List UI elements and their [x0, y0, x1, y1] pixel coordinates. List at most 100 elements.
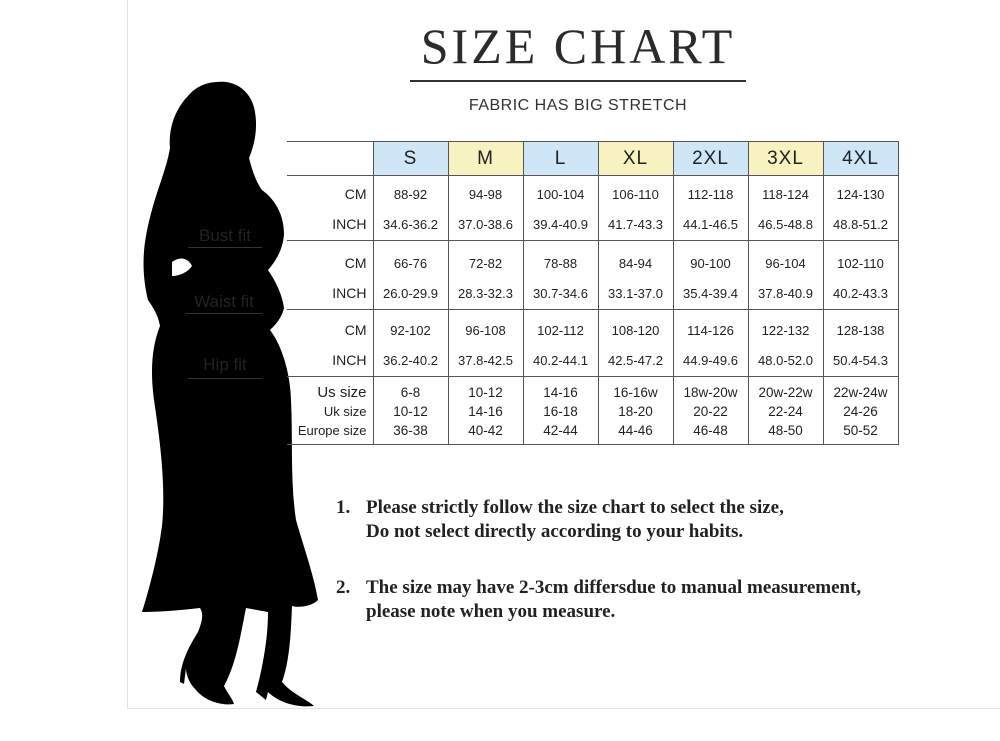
us-size-value: 14-16	[543, 385, 578, 400]
unit-label: CM	[344, 186, 367, 202]
table-cell: 100-104	[522, 175, 598, 202]
table-cell: 92-102	[372, 309, 448, 338]
note-line: Do not select directly according to your…	[366, 521, 744, 542]
note-number: 2.	[336, 577, 351, 598]
table-cell: 122-132	[747, 309, 823, 338]
page-title: SIZE CHART	[420, 18, 736, 74]
note-number: 1.	[336, 497, 351, 518]
table-cell: 40.2-43.3	[822, 271, 899, 310]
size-header-2xl: 2XL	[672, 141, 748, 176]
table-cell: 96-108	[447, 309, 523, 338]
europe-size-value: 48-50	[768, 423, 803, 438]
us-size-value: 10-12	[468, 385, 503, 400]
table-cell: 39.4-40.9	[522, 202, 598, 241]
table-cell: 84-94	[597, 240, 673, 271]
size-header-xl: XL	[597, 141, 673, 176]
europe-size-value: 36-38	[393, 423, 428, 438]
conversion-cell: 18w-20w 20-22 46-48	[672, 376, 748, 445]
uk-size-value: 24-26	[843, 404, 878, 419]
conversion-cell: 14-16 16-18 42-44	[522, 376, 598, 445]
note-line: please note when you measure.	[366, 601, 616, 622]
note-line: Please strictly follow the size chart to…	[366, 497, 784, 518]
uk-size-label: Uk size	[323, 404, 367, 419]
table-cell: 37.8-40.9	[747, 271, 823, 310]
conversion-cell: 20w-22w 22-24 48-50	[747, 376, 823, 445]
uk-size-value: 14-16	[468, 404, 503, 419]
conversion-cell: 22w-24w 24-26 50-52	[822, 376, 899, 445]
note-line: The size may have 2-3cm differsdue to ma…	[366, 577, 862, 598]
table-cell: 44.1-46.5	[672, 202, 748, 241]
table-cell: 128-138	[822, 309, 899, 338]
table-cell: 96-104	[747, 240, 823, 271]
table-cell: 35.4-39.4	[672, 271, 748, 310]
unit-label: INCH	[287, 202, 373, 241]
table-cell: 50.4-54.3	[822, 338, 899, 377]
unit-label: CM	[344, 255, 367, 271]
uk-size-value: 22-24	[768, 404, 803, 419]
conversion-cell: 16-16w 18-20 44-46	[597, 376, 673, 445]
table-cell: 118-124	[747, 175, 823, 202]
table-cell: 30.7-34.6	[522, 271, 598, 310]
table-cell: 33.1-37.0	[597, 271, 673, 310]
conversion-cell: 10-12 14-16 40-42	[447, 376, 523, 445]
bust-fit-line	[188, 247, 262, 248]
hip-inch-row: INCH 36.2-40.2 37.8-42.5 40.2-44.1 42.5-…	[287, 338, 899, 377]
table-cell: 88-92	[372, 175, 448, 202]
table-cell: 48.8-51.2	[822, 202, 899, 241]
note-1: 1. Please strictly follow the size chart…	[336, 496, 986, 544]
uk-size-value: 16-18	[543, 404, 578, 419]
europe-size-value: 42-44	[543, 423, 578, 438]
hip-fit-label: Hip fit	[203, 355, 247, 374]
notes-section: 1. Please strictly follow the size chart…	[336, 496, 986, 624]
size-header-l: L	[522, 141, 598, 176]
hip-fit-line	[188, 378, 262, 379]
table-cell: 112-118	[672, 175, 748, 202]
us-size-value: 16-16w	[613, 385, 658, 400]
waist-fit-line	[186, 313, 262, 314]
europe-size-value: 50-52	[843, 423, 878, 438]
table-cell: 36.2-40.2	[372, 338, 448, 377]
bust-fit-label: Bust fit	[199, 226, 251, 245]
table-cell: 66-76	[372, 240, 448, 271]
hip-cm-row: CM 92-102 96-108 102-112 108-120 114-126…	[287, 309, 899, 338]
size-header-row: S M L XL 2XL 3XL 4XL	[287, 141, 899, 176]
europe-size-value: 40-42	[468, 423, 503, 438]
conversion-labels: Us size Uk size Europe size	[287, 376, 373, 445]
title-underline	[410, 80, 746, 82]
us-size-value: 22w-24w	[833, 385, 888, 400]
subtitle: FABRIC HAS BIG STRETCH	[468, 97, 688, 114]
us-size-label: Us size	[317, 384, 367, 401]
table-cell: 42.5-47.2	[597, 338, 673, 377]
woman-silhouette-image	[142, 81, 318, 707]
bust-inch-row: INCH 34.6-36.2 37.0-38.6 39.4-40.9 41.7-…	[287, 202, 899, 241]
uk-size-value: 20-22	[693, 404, 728, 419]
table-cell: 106-110	[597, 175, 673, 202]
unit-label: INCH	[287, 271, 373, 310]
size-conversion-row: Us size Uk size Europe size 6-8 10-12 36…	[287, 376, 899, 445]
table-cell: 48.0-52.0	[747, 338, 823, 377]
uk-size-value: 10-12	[393, 404, 428, 419]
table-cell: 102-112	[522, 309, 598, 338]
conversion-cell: 6-8 10-12 36-38	[372, 376, 448, 445]
size-header-s: S	[372, 141, 448, 176]
table-cell: 102-110	[822, 240, 899, 271]
us-size-value: 20w-22w	[758, 385, 813, 400]
waist-inch-row: INCH 26.0-29.9 28.3-32.3 30.7-34.6 33.1-…	[287, 271, 899, 310]
table-cell: 28.3-32.3	[447, 271, 523, 310]
table-cell: 78-88	[522, 240, 598, 271]
size-header-m: M	[447, 141, 523, 176]
table-cell: 37.0-38.6	[447, 202, 523, 241]
europe-size-value: 44-46	[618, 423, 653, 438]
europe-size-value: 46-48	[693, 423, 728, 438]
table-cell: 37.8-42.5	[447, 338, 523, 377]
waist-fit-label: Waist fit	[194, 292, 254, 311]
table-cell: 90-100	[672, 240, 748, 271]
table-cell: 34.6-36.2	[372, 202, 448, 241]
header-blank-cell	[287, 141, 373, 176]
note-2: 2. The size may have 2-3cm differsdue to…	[336, 576, 986, 624]
table-cell: 108-120	[597, 309, 673, 338]
uk-size-value: 18-20	[618, 404, 653, 419]
table-cell: 124-130	[822, 175, 899, 202]
us-size-value: 18w-20w	[683, 385, 738, 400]
us-size-value: 6-8	[400, 385, 421, 400]
